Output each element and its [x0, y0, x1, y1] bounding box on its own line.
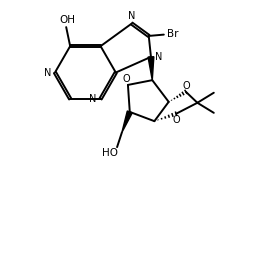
Text: HO: HO	[102, 148, 118, 158]
Text: O: O	[182, 81, 190, 91]
Text: Br: Br	[167, 29, 178, 39]
Polygon shape	[122, 111, 132, 132]
Text: O: O	[173, 115, 180, 125]
Polygon shape	[148, 57, 154, 80]
Text: N: N	[89, 94, 97, 104]
Text: OH: OH	[60, 15, 76, 25]
Text: N: N	[128, 11, 136, 21]
Text: N: N	[44, 67, 51, 78]
Text: O: O	[123, 74, 130, 84]
Text: N: N	[155, 52, 163, 62]
